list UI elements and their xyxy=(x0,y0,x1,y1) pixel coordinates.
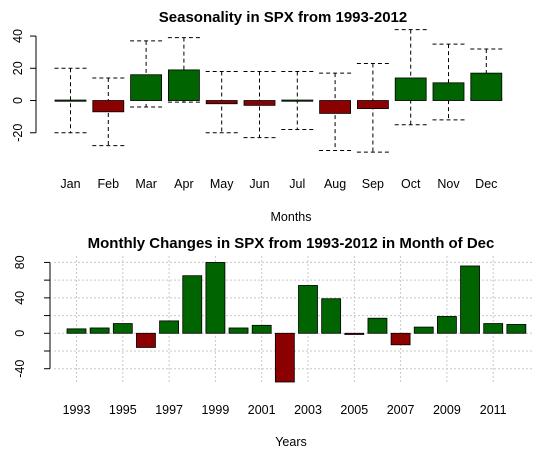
bar-dec xyxy=(470,72,503,101)
bar-sep xyxy=(356,100,389,109)
bar-2010 xyxy=(460,265,480,334)
bar-1997 xyxy=(159,320,180,334)
chart-title-seasonality: Seasonality in SPX from 1993-2012 xyxy=(159,9,407,26)
x-tick-label: 2007 xyxy=(387,403,415,417)
x-tick-label: Jan xyxy=(60,177,80,191)
y-tick-label: 40 xyxy=(11,29,25,43)
x-tick-labels-monthly-changes: 1993 1995 1997 1999 2001 2003 2005 2007 2009 2011 xyxy=(63,403,507,417)
bar-2008 xyxy=(413,326,434,334)
x-tick-label: Jul xyxy=(289,177,305,191)
x-axis-label-months: Months xyxy=(271,210,312,224)
y-tick-label: 80 xyxy=(13,255,27,269)
x-tick-label: 2001 xyxy=(248,403,276,417)
x-tick-label: 2003 xyxy=(294,403,322,417)
x-tick-label: Nov xyxy=(437,177,460,191)
bar-2009 xyxy=(436,316,457,334)
bar-2006 xyxy=(367,317,388,334)
y-tick-label: -20 xyxy=(11,124,25,142)
bar-2003 xyxy=(298,285,318,334)
bar-aug xyxy=(319,100,352,114)
bar-jul xyxy=(281,99,314,102)
y-tick-label: 0 xyxy=(13,330,27,337)
bar-oct xyxy=(394,77,427,101)
x-tick-label: Mar xyxy=(135,177,157,191)
bar-2012 xyxy=(506,324,527,334)
panel-monthly-changes: Monthly Changes in SPX from 1993-2012 in… xyxy=(13,235,534,449)
bar-2001 xyxy=(251,324,272,334)
bar-jan xyxy=(54,99,87,102)
bar-2000 xyxy=(228,327,249,334)
bar-1998 xyxy=(182,275,203,334)
x-tick-label: 2011 xyxy=(480,403,507,417)
x-tick-label: Sep xyxy=(362,177,384,191)
x-tick-label: Jun xyxy=(249,177,269,191)
y-tick-label: 0 xyxy=(11,97,25,104)
bar-may xyxy=(205,100,238,105)
x-tick-label: Aug xyxy=(324,177,346,191)
x-tick-label: 1993 xyxy=(63,403,91,417)
x-tick-label: May xyxy=(210,177,234,191)
bars-seasonality xyxy=(54,69,503,114)
x-tick-label: 1995 xyxy=(109,403,137,417)
bar-jun xyxy=(243,100,276,106)
bar-2007 xyxy=(390,332,411,346)
chart-title-monthly-changes: Monthly Changes in SPX from 1993-2012 in… xyxy=(88,235,495,252)
bar-1993 xyxy=(66,328,87,334)
x-tick-label: Oct xyxy=(401,177,421,191)
bar-apr xyxy=(167,69,200,101)
bar-mar xyxy=(130,74,163,101)
bar-feb xyxy=(92,100,125,113)
bar-1996 xyxy=(136,332,156,348)
y-axis-monthly-changes: -40 0 40 80 xyxy=(13,255,51,378)
y-tick-label: -40 xyxy=(13,360,27,378)
x-tick-label: 1999 xyxy=(201,403,229,417)
bar-nov xyxy=(432,82,465,101)
bars-monthly-changes xyxy=(66,262,527,383)
y-axis-seasonality: -20 0 20 40 xyxy=(11,29,37,142)
bar-1995 xyxy=(112,323,133,334)
bar-1994 xyxy=(89,327,110,334)
x-axis-label-years: Years xyxy=(275,435,307,449)
x-tick-label: Apr xyxy=(174,177,193,191)
y-tick-label: 20 xyxy=(11,61,25,75)
bar-2002 xyxy=(274,332,295,383)
panel-seasonality: Seasonality in SPX from 1993-2012 -20 0 20… xyxy=(11,9,503,224)
y-tick-label: 40 xyxy=(13,291,27,305)
x-tick-label: 2005 xyxy=(340,403,368,417)
x-tick-label: 2009 xyxy=(433,403,461,417)
x-tick-label: Feb xyxy=(98,177,120,191)
x-tick-label: 1997 xyxy=(155,403,183,417)
bar-2005 xyxy=(344,332,365,335)
x-tick-labels-seasonality: Jan Feb Mar Apr May Jun Jul Aug Sep Oct Nov Dec xyxy=(60,177,497,191)
x-tick-label: Dec xyxy=(475,177,497,191)
bar-2004 xyxy=(321,298,342,334)
bar-1999 xyxy=(205,262,226,334)
bar-2011 xyxy=(483,323,504,334)
